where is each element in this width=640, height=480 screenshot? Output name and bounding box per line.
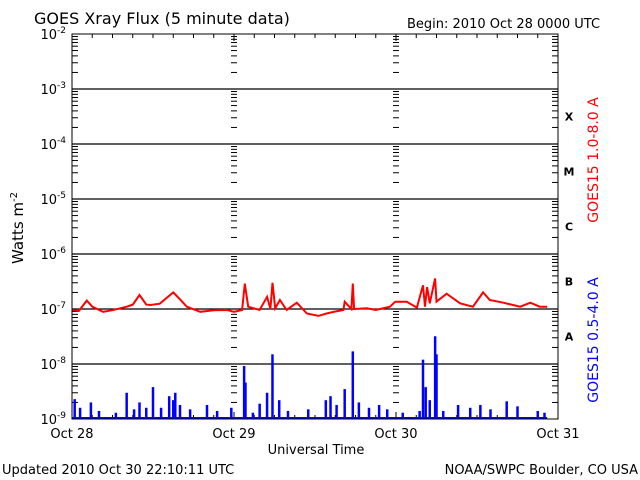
y-tick-label: 10-4 (40, 136, 66, 153)
legend-long-channel: GOES15 1.0-8.0 A (586, 97, 602, 223)
y-tick-label: 10-8 (40, 356, 66, 373)
x-tick-label: Oct 28 (50, 427, 93, 442)
series-line-long-channel (71, 278, 548, 317)
y-tick-label: 10-2 (40, 26, 66, 43)
x-tick-label: Oct 30 (374, 427, 417, 442)
legend-short-channel: GOES15 0.5-4.0 A (586, 277, 602, 403)
x-tick-label: Oct 31 (536, 427, 579, 442)
begin-time: Begin: 2010 Oct 28 0000 UTC (407, 17, 600, 32)
flare-class-label: C (565, 221, 573, 234)
y-tick-label: 10-9 (40, 411, 66, 428)
y-tick-label: 10-3 (40, 81, 66, 98)
y-tick-label: 10-7 (40, 301, 66, 318)
x-axis-label: Universal Time (268, 443, 365, 458)
flare-class-label: X (565, 111, 574, 124)
flare-class-label: M (564, 166, 575, 179)
chart-title: GOES Xray Flux (5 minute data) (34, 9, 290, 28)
plot-frame (71, 33, 559, 420)
y-tick-label: 10-6 (40, 246, 66, 263)
y-axis-label: Watts m-2 (9, 192, 27, 264)
flare-class-label: B (565, 276, 573, 289)
y-tick-label: 10-5 (40, 191, 66, 208)
flare-class-label: A (565, 331, 574, 344)
updated-time: Updated 2010 Oct 30 22:10:11 UTC (2, 463, 234, 478)
credit: NOAA/SWPC Boulder, CO USA (445, 463, 638, 478)
x-tick-label: Oct 29 (212, 427, 255, 442)
